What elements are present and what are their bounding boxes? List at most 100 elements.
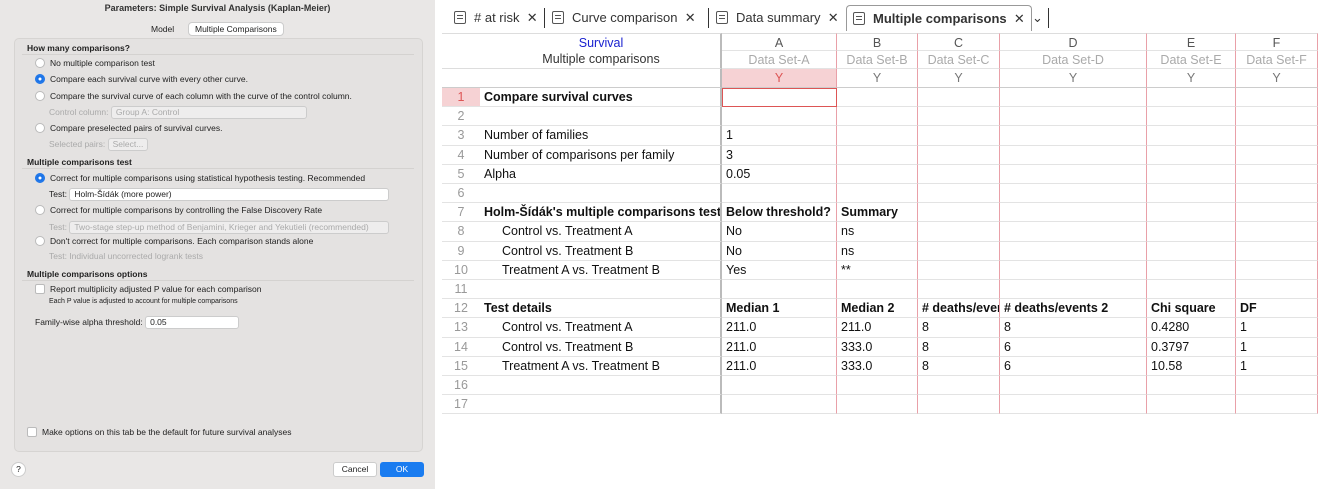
section-heading: How many comparisons?	[27, 43, 130, 53]
table-cell	[918, 280, 1000, 300]
dataset-name: Data Set-A	[722, 51, 837, 69]
table-cell	[837, 107, 918, 127]
row-label	[480, 280, 722, 300]
row-label: Treatment A vs. Treatment B	[480, 260, 722, 280]
table-cell	[1147, 184, 1236, 204]
checkbox-option[interactable]: Report multiplicity adjusted P value for…	[35, 284, 262, 294]
tab[interactable]: Curve comparison ✕	[552, 8, 696, 28]
row-number: 11	[442, 280, 480, 300]
table-cell	[918, 241, 1000, 261]
row-number: 17	[442, 395, 480, 415]
cancel-button[interactable]: Cancel	[333, 462, 377, 477]
row-label: Number of families	[480, 126, 722, 146]
row-number: 13	[442, 318, 480, 338]
selected-pairs: Selected pairs: Select...	[49, 138, 149, 151]
control-column: Control column: Group A: Control	[49, 106, 307, 119]
column-subheader: Y	[1000, 69, 1147, 88]
table-cell: Chi square	[1147, 299, 1236, 319]
ok-button[interactable]: OK	[380, 462, 424, 477]
table-cell: 10.58	[1147, 356, 1236, 376]
table-cell	[1236, 88, 1318, 108]
table-cell	[1236, 145, 1318, 165]
column-letter: E	[1147, 33, 1236, 51]
table-cell: 1	[722, 126, 837, 146]
dropdown[interactable]: Two-stage step-up method of Benjamini, K…	[69, 221, 390, 234]
table-cell	[837, 164, 918, 184]
table-cell: 0.3797	[1147, 337, 1236, 357]
table-cell	[1000, 395, 1147, 415]
table-cell[interactable]	[722, 88, 837, 108]
table-cell	[1000, 88, 1147, 108]
row-label: Control vs. Treatment A	[480, 222, 722, 242]
table-cell: 211.0	[722, 337, 837, 357]
tab[interactable]: # at risk ✕	[454, 8, 538, 28]
radio-option[interactable]: No multiple comparison test	[35, 58, 155, 68]
tab-label: Curve comparison	[572, 10, 678, 25]
table-cell	[837, 88, 918, 108]
dropdown[interactable]: 0.05	[145, 316, 240, 329]
dropdown[interactable]: Holm-Šídák (more power)	[69, 188, 390, 201]
table-cell	[1000, 260, 1147, 280]
table-cell	[837, 145, 918, 165]
column-subheader: Y	[837, 69, 918, 88]
tab-menu[interactable]: ⌄	[1032, 10, 1043, 25]
alpha-threshold: Family-wise alpha threshold: 0.05	[35, 316, 240, 329]
table-cell: DF	[1236, 299, 1318, 319]
table-cell: Below threshold?	[722, 203, 837, 223]
table-cell	[918, 395, 1000, 415]
row-number: 6	[442, 184, 480, 204]
radio-option[interactable]: Compare each survival curve with every o…	[35, 74, 248, 84]
table-cell: 8	[918, 337, 1000, 357]
table-cell	[1000, 222, 1147, 242]
label: Family-wise alpha threshold:	[35, 317, 143, 327]
help-button[interactable]: ?	[11, 462, 26, 477]
table-cell: 211.0	[722, 356, 837, 376]
table-cell	[1236, 107, 1318, 127]
table-cell: Yes	[722, 260, 837, 280]
table-cell	[1147, 88, 1236, 108]
table-cell	[722, 280, 837, 300]
row-label: Number of comparisons per family	[480, 145, 722, 165]
table-cell	[837, 126, 918, 146]
table-cell	[918, 164, 1000, 184]
table-cell: Median 2	[837, 299, 918, 319]
table-cell	[722, 376, 837, 396]
column-letter: A	[722, 33, 837, 51]
row-label: Control vs. Treatment B	[480, 241, 722, 261]
column-letter: B	[837, 33, 918, 51]
note: Each P value is adjusted to account for …	[49, 298, 238, 305]
table-cell	[1147, 395, 1236, 415]
table-cell	[918, 222, 1000, 242]
dialog-title: Parameters: Simple Survival Analysis (Ka…	[104, 3, 331, 13]
row-number: 4	[442, 145, 480, 165]
row-label: Holm-Šídák's multiple comparisons test	[480, 203, 722, 223]
radio-label: Compare preselected pairs of survival cu…	[50, 123, 223, 133]
table-cell	[1000, 280, 1147, 300]
radio-option[interactable]: Don't correct for multiple comparisons. …	[35, 236, 313, 246]
table-cell	[1000, 164, 1147, 184]
row-label: Control vs. Treatment B	[480, 337, 722, 357]
header-blank	[442, 69, 480, 88]
radio-option[interactable]: Correct for multiple comparisons by cont…	[35, 205, 322, 215]
dataset-name: Data Set-E	[1147, 51, 1236, 69]
table-cell: 8	[918, 356, 1000, 376]
checkbox-option[interactable]: Make options on this tab be the default …	[27, 427, 291, 437]
radio-option[interactable]: Compare the survival curve of each colum…	[35, 91, 352, 101]
table-cell	[1147, 376, 1236, 396]
table-cell: 6	[1000, 356, 1147, 376]
corner-title: Survival	[578, 36, 624, 50]
tab-model[interactable]: Model	[151, 24, 175, 34]
radio-label: Compare each survival curve with every o…	[50, 74, 248, 84]
tab-multiple-comparisons[interactable]: Multiple Comparisons	[188, 22, 284, 36]
tab-label: Data summary	[736, 10, 821, 25]
radio-option[interactable]: Compare preselected pairs of survival cu…	[35, 123, 222, 133]
button[interactable]: Select...	[107, 138, 149, 151]
tab[interactable]: Data summary ✕	[716, 8, 839, 28]
table-cell	[1147, 280, 1236, 300]
radio-option[interactable]: Correct for multiple comparisons using s…	[35, 173, 365, 183]
table-cell	[1000, 126, 1147, 146]
column-subheader: Y	[722, 69, 837, 88]
tab-active[interactable]: Multiple comparisons ✕	[846, 5, 1032, 31]
dropdown[interactable]: Group A: Control	[110, 106, 307, 119]
